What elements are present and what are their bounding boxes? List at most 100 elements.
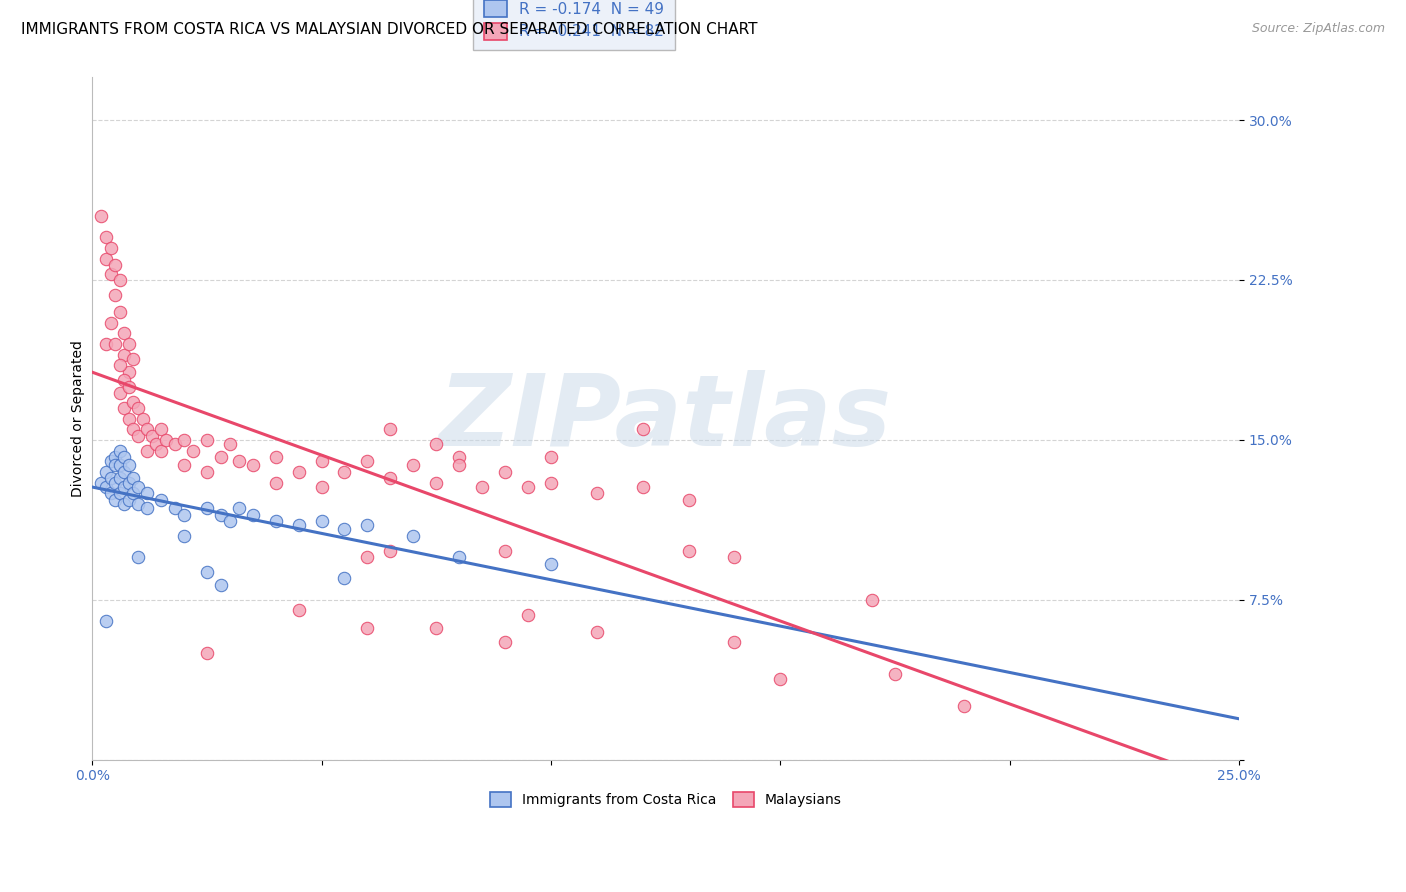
Point — [104, 492, 127, 507]
Point — [127, 401, 149, 415]
Point — [127, 497, 149, 511]
Point — [380, 543, 402, 558]
Point — [112, 348, 135, 362]
Y-axis label: Divorced or Separated: Divorced or Separated — [72, 340, 86, 497]
Point — [108, 471, 131, 485]
Point — [127, 550, 149, 565]
Point — [100, 454, 122, 468]
Point — [94, 480, 117, 494]
Point — [100, 471, 122, 485]
Text: Source: ZipAtlas.com: Source: ZipAtlas.com — [1251, 22, 1385, 36]
Point — [155, 433, 177, 447]
Point — [94, 614, 117, 628]
Point — [104, 450, 127, 464]
Point — [100, 267, 122, 281]
Point — [195, 646, 218, 660]
Point — [540, 557, 562, 571]
Point — [195, 433, 218, 447]
Point — [402, 529, 425, 543]
Point — [209, 578, 232, 592]
Point — [769, 672, 792, 686]
Point — [150, 422, 173, 436]
Point — [122, 422, 145, 436]
Point — [104, 337, 127, 351]
Point — [228, 501, 250, 516]
Point — [173, 458, 195, 473]
Point — [94, 230, 117, 244]
Point — [264, 450, 287, 464]
Point — [112, 373, 135, 387]
Point — [402, 458, 425, 473]
Point — [108, 305, 131, 319]
Point — [173, 529, 195, 543]
Point — [104, 458, 127, 473]
Point — [356, 518, 378, 533]
Point — [218, 514, 240, 528]
Point — [356, 454, 378, 468]
Point — [952, 699, 974, 714]
Point — [136, 443, 159, 458]
Point — [90, 475, 112, 490]
Point — [108, 443, 131, 458]
Point — [425, 475, 447, 490]
Point — [449, 550, 471, 565]
Text: IMMIGRANTS FROM COSTA RICA VS MALAYSIAN DIVORCED OR SEPARATED CORRELATION CHART: IMMIGRANTS FROM COSTA RICA VS MALAYSIAN … — [21, 22, 758, 37]
Point — [118, 365, 141, 379]
Point — [181, 443, 204, 458]
Point — [333, 572, 356, 586]
Point — [122, 486, 145, 500]
Point — [723, 550, 745, 565]
Point — [94, 252, 117, 266]
Point — [136, 486, 159, 500]
Point — [287, 465, 309, 479]
Point — [90, 209, 112, 223]
Point — [195, 565, 218, 579]
Point — [145, 437, 167, 451]
Point — [122, 471, 145, 485]
Point — [108, 273, 131, 287]
Point — [380, 422, 402, 436]
Point — [333, 523, 356, 537]
Point — [100, 316, 122, 330]
Point — [141, 428, 163, 442]
Point — [242, 458, 264, 473]
Point — [108, 458, 131, 473]
Point — [100, 241, 122, 255]
Point — [127, 480, 149, 494]
Point — [104, 258, 127, 272]
Point — [228, 454, 250, 468]
Point — [264, 514, 287, 528]
Point — [150, 492, 173, 507]
Point — [356, 550, 378, 565]
Point — [356, 620, 378, 634]
Point — [678, 543, 700, 558]
Point — [163, 501, 186, 516]
Point — [631, 422, 654, 436]
Point — [112, 401, 135, 415]
Point — [94, 337, 117, 351]
Point — [136, 501, 159, 516]
Point — [517, 480, 540, 494]
Point — [311, 480, 333, 494]
Point — [118, 337, 141, 351]
Point — [118, 492, 141, 507]
Point — [425, 620, 447, 634]
Point — [264, 475, 287, 490]
Point — [136, 422, 159, 436]
Point — [218, 437, 240, 451]
Point — [494, 635, 516, 649]
Point — [678, 492, 700, 507]
Point — [540, 450, 562, 464]
Point — [209, 450, 232, 464]
Point — [108, 486, 131, 500]
Point — [494, 465, 516, 479]
Point — [195, 465, 218, 479]
Point — [723, 635, 745, 649]
Point — [287, 603, 309, 617]
Point — [209, 508, 232, 522]
Point — [333, 465, 356, 479]
Point — [118, 411, 141, 425]
Point — [112, 480, 135, 494]
Point — [108, 386, 131, 401]
Point — [127, 428, 149, 442]
